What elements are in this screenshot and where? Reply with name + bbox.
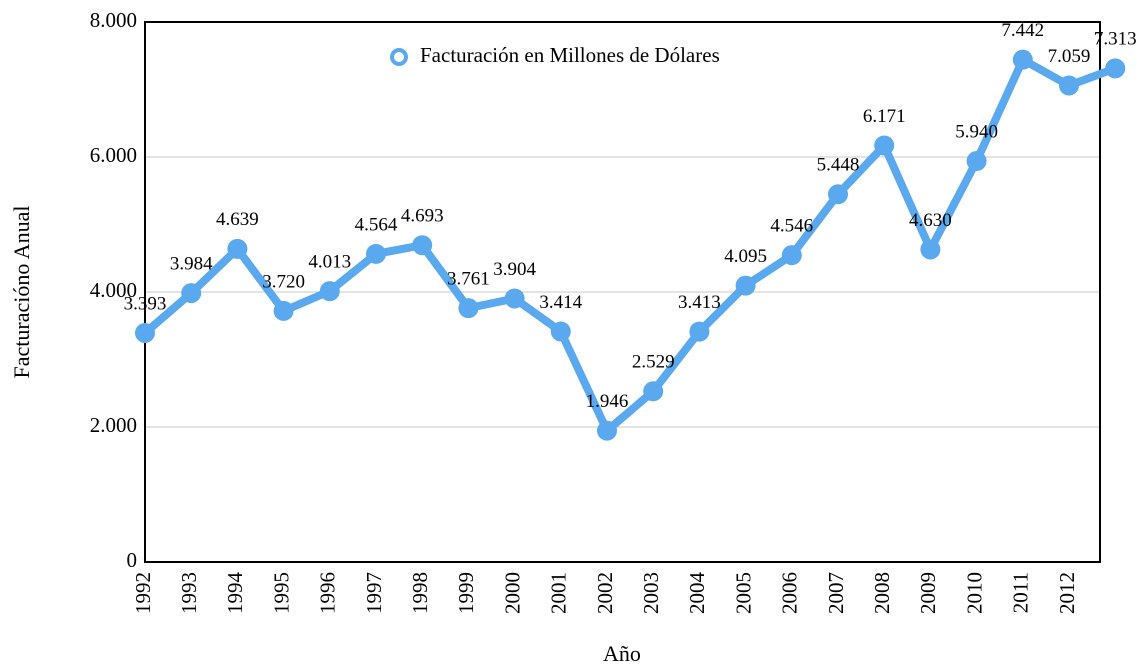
point: [135, 322, 155, 343]
x-tick-label: 2010: [962, 572, 986, 614]
x-tick-label: 2004: [685, 572, 709, 615]
point: [966, 151, 987, 172]
x-tick-label: 1996: [316, 572, 340, 614]
point: [828, 184, 848, 205]
data-label: 3.413: [678, 292, 721, 313]
x-tick-label: 2006: [778, 572, 802, 614]
data-label: 7.059: [1048, 46, 1091, 67]
y-tick-label: 0: [127, 548, 138, 572]
point: [643, 381, 664, 402]
x-tick-label: 2009: [916, 572, 940, 614]
point: [227, 238, 248, 259]
point: [1105, 58, 1126, 79]
x-tick-label: 2007: [824, 572, 848, 614]
x-tick-label: 1993: [177, 572, 201, 614]
data-label: 7.442: [1001, 20, 1044, 41]
x-tick-label: 1998: [408, 572, 432, 614]
point: [689, 321, 710, 342]
point: [735, 275, 756, 296]
x-tick-label: 1994: [223, 572, 247, 615]
y-tick-label: 2.000: [90, 413, 137, 437]
point: [412, 235, 433, 256]
data-label: 4.693: [401, 206, 444, 227]
point: [458, 298, 479, 319]
point: [874, 135, 895, 156]
data-label: 3.393: [124, 293, 167, 314]
point: [273, 300, 294, 321]
x-tick-label: 2003: [639, 572, 663, 614]
data-label: 3.761: [447, 268, 490, 289]
x-tick-label: 1997: [362, 572, 386, 614]
x-tick-label: 2000: [500, 572, 524, 614]
data-label: 4.564: [355, 214, 398, 235]
y-axis-title: Facturacióno Anual: [9, 206, 34, 379]
x-tick-label: 2002: [593, 572, 617, 614]
x-axis-title: Año: [603, 641, 641, 666]
data-label: 4.013: [308, 251, 351, 272]
point: [504, 288, 525, 309]
data-label: 3.720: [262, 271, 305, 292]
data-label: 4.630: [909, 210, 952, 231]
x-tick-label: 1999: [454, 572, 478, 614]
data-label: 5.940: [955, 121, 998, 142]
data-label: 4.639: [216, 209, 259, 230]
point: [781, 245, 802, 266]
point: [366, 243, 386, 264]
x-tick-label: 2011: [1009, 572, 1033, 613]
data-label: 3.984: [170, 253, 213, 274]
point: [181, 283, 202, 304]
data-label: 6.171: [863, 106, 906, 127]
y-tick-label: 8.000: [90, 8, 137, 32]
x-tick-label: 1992: [131, 572, 155, 614]
x-tick-label: 1995: [269, 572, 293, 614]
y-tick-label: 6.000: [90, 143, 137, 167]
data-label: 4.095: [724, 246, 767, 267]
data-label: 4.546: [770, 216, 813, 237]
legend-marker: [390, 48, 408, 66]
x-tick-label: 2012: [1055, 572, 1079, 614]
y-tick-label: 4.000: [90, 278, 137, 302]
point: [597, 420, 617, 441]
legend-label: Facturación en Millones de Dólares: [420, 43, 720, 67]
plot-frame: [144, 21, 1101, 563]
series-line: [142, 55, 1117, 435]
data-label: 5.448: [817, 155, 860, 176]
data-label: 7.313: [1094, 29, 1137, 50]
data-label: 3.904: [493, 259, 536, 280]
data-label: 2.529: [632, 352, 675, 373]
data-label: 3.414: [539, 292, 582, 313]
point: [1059, 75, 1079, 96]
point: [550, 321, 571, 342]
point: [920, 239, 941, 260]
x-tick-label: 2005: [731, 572, 755, 614]
x-tick-label: 2001: [547, 572, 571, 614]
point: [1012, 49, 1033, 70]
point: [319, 281, 340, 302]
data-label: 1.946: [586, 391, 629, 412]
x-tick-label: 2008: [870, 572, 894, 614]
